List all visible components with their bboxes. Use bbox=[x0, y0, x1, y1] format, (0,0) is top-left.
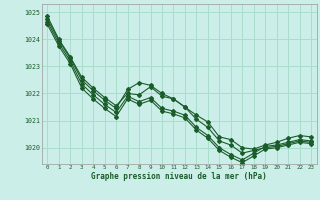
X-axis label: Graphe pression niveau de la mer (hPa): Graphe pression niveau de la mer (hPa) bbox=[91, 172, 267, 181]
